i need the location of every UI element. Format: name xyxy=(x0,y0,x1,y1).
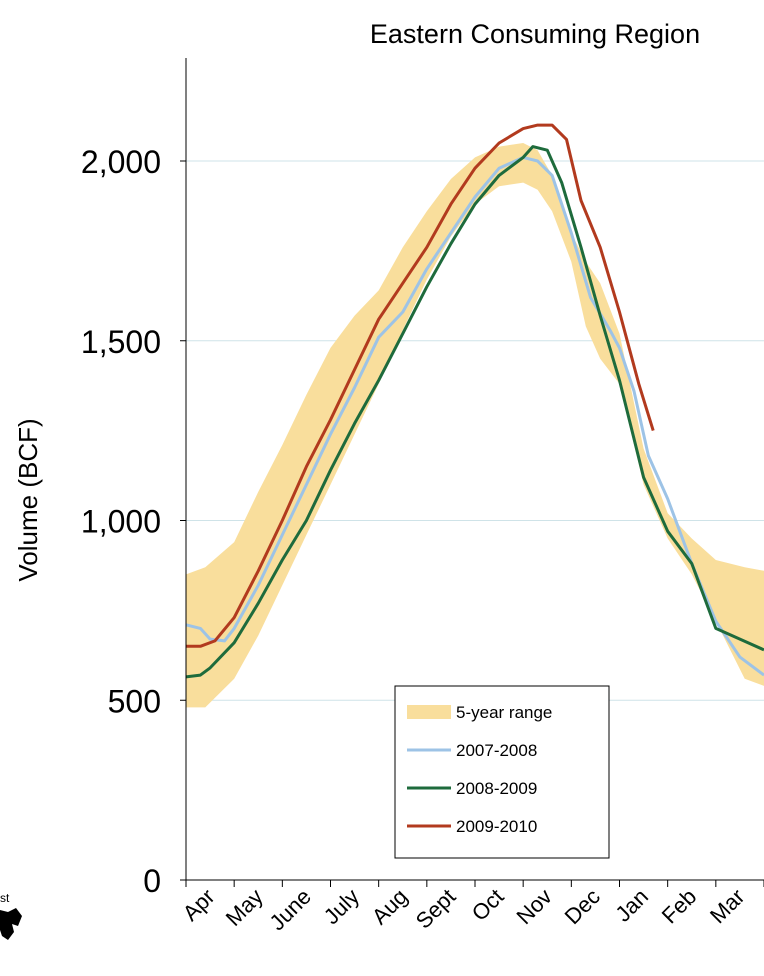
series-line-2009-2010 xyxy=(186,123,655,648)
x-tick-label: Apr xyxy=(178,884,220,926)
x-tick-label: Feb xyxy=(657,884,701,928)
series-line-2008-2009 xyxy=(185,145,764,679)
partial-logo-icon: st xyxy=(0,891,22,940)
series-line-2007-2008 xyxy=(185,155,764,677)
legend-label-band: 5-year range xyxy=(456,703,552,722)
legend-swatch-band xyxy=(407,705,451,719)
series-layer xyxy=(185,123,764,679)
range-band xyxy=(186,143,764,708)
legend: 5-year range 2007-2008 2008-2009 2009-20… xyxy=(394,685,610,859)
x-tick-label: Mar xyxy=(705,884,749,928)
y-tick-label: 500 xyxy=(108,683,161,719)
y-tick-label: 2,000 xyxy=(81,144,161,180)
x-tick-label: Jan xyxy=(610,884,653,927)
legend-label-series-2: 2008-2009 xyxy=(456,779,537,798)
x-tick-label: Aug xyxy=(367,884,412,929)
x-tick-label: Sept xyxy=(411,884,461,934)
y-tick-label: 1,000 xyxy=(81,504,161,540)
gridlines xyxy=(186,160,764,701)
x-tick-label: Nov xyxy=(511,884,556,929)
x-tick-label: June xyxy=(265,884,316,935)
svg-text:st: st xyxy=(0,891,10,905)
chart-title: Eastern Consuming Region xyxy=(370,19,700,49)
y-ticks: 0 500 1,000 1,500 2,000 xyxy=(81,144,186,899)
x-tick-label: Oct xyxy=(467,884,509,926)
y-axis-label: Volume (BCF) xyxy=(13,418,43,581)
range-band-layer xyxy=(186,143,764,708)
x-tick-label: Dec xyxy=(560,884,605,929)
x-tick-label: May xyxy=(221,884,268,931)
y-tick-label: 1,500 xyxy=(81,324,161,360)
y-tick-label: 0 xyxy=(143,863,161,899)
legend-label-series-1: 2007-2008 xyxy=(456,741,537,760)
x-tick-label: July xyxy=(319,884,364,929)
legend-label-series-3: 2009-2010 xyxy=(456,817,537,836)
